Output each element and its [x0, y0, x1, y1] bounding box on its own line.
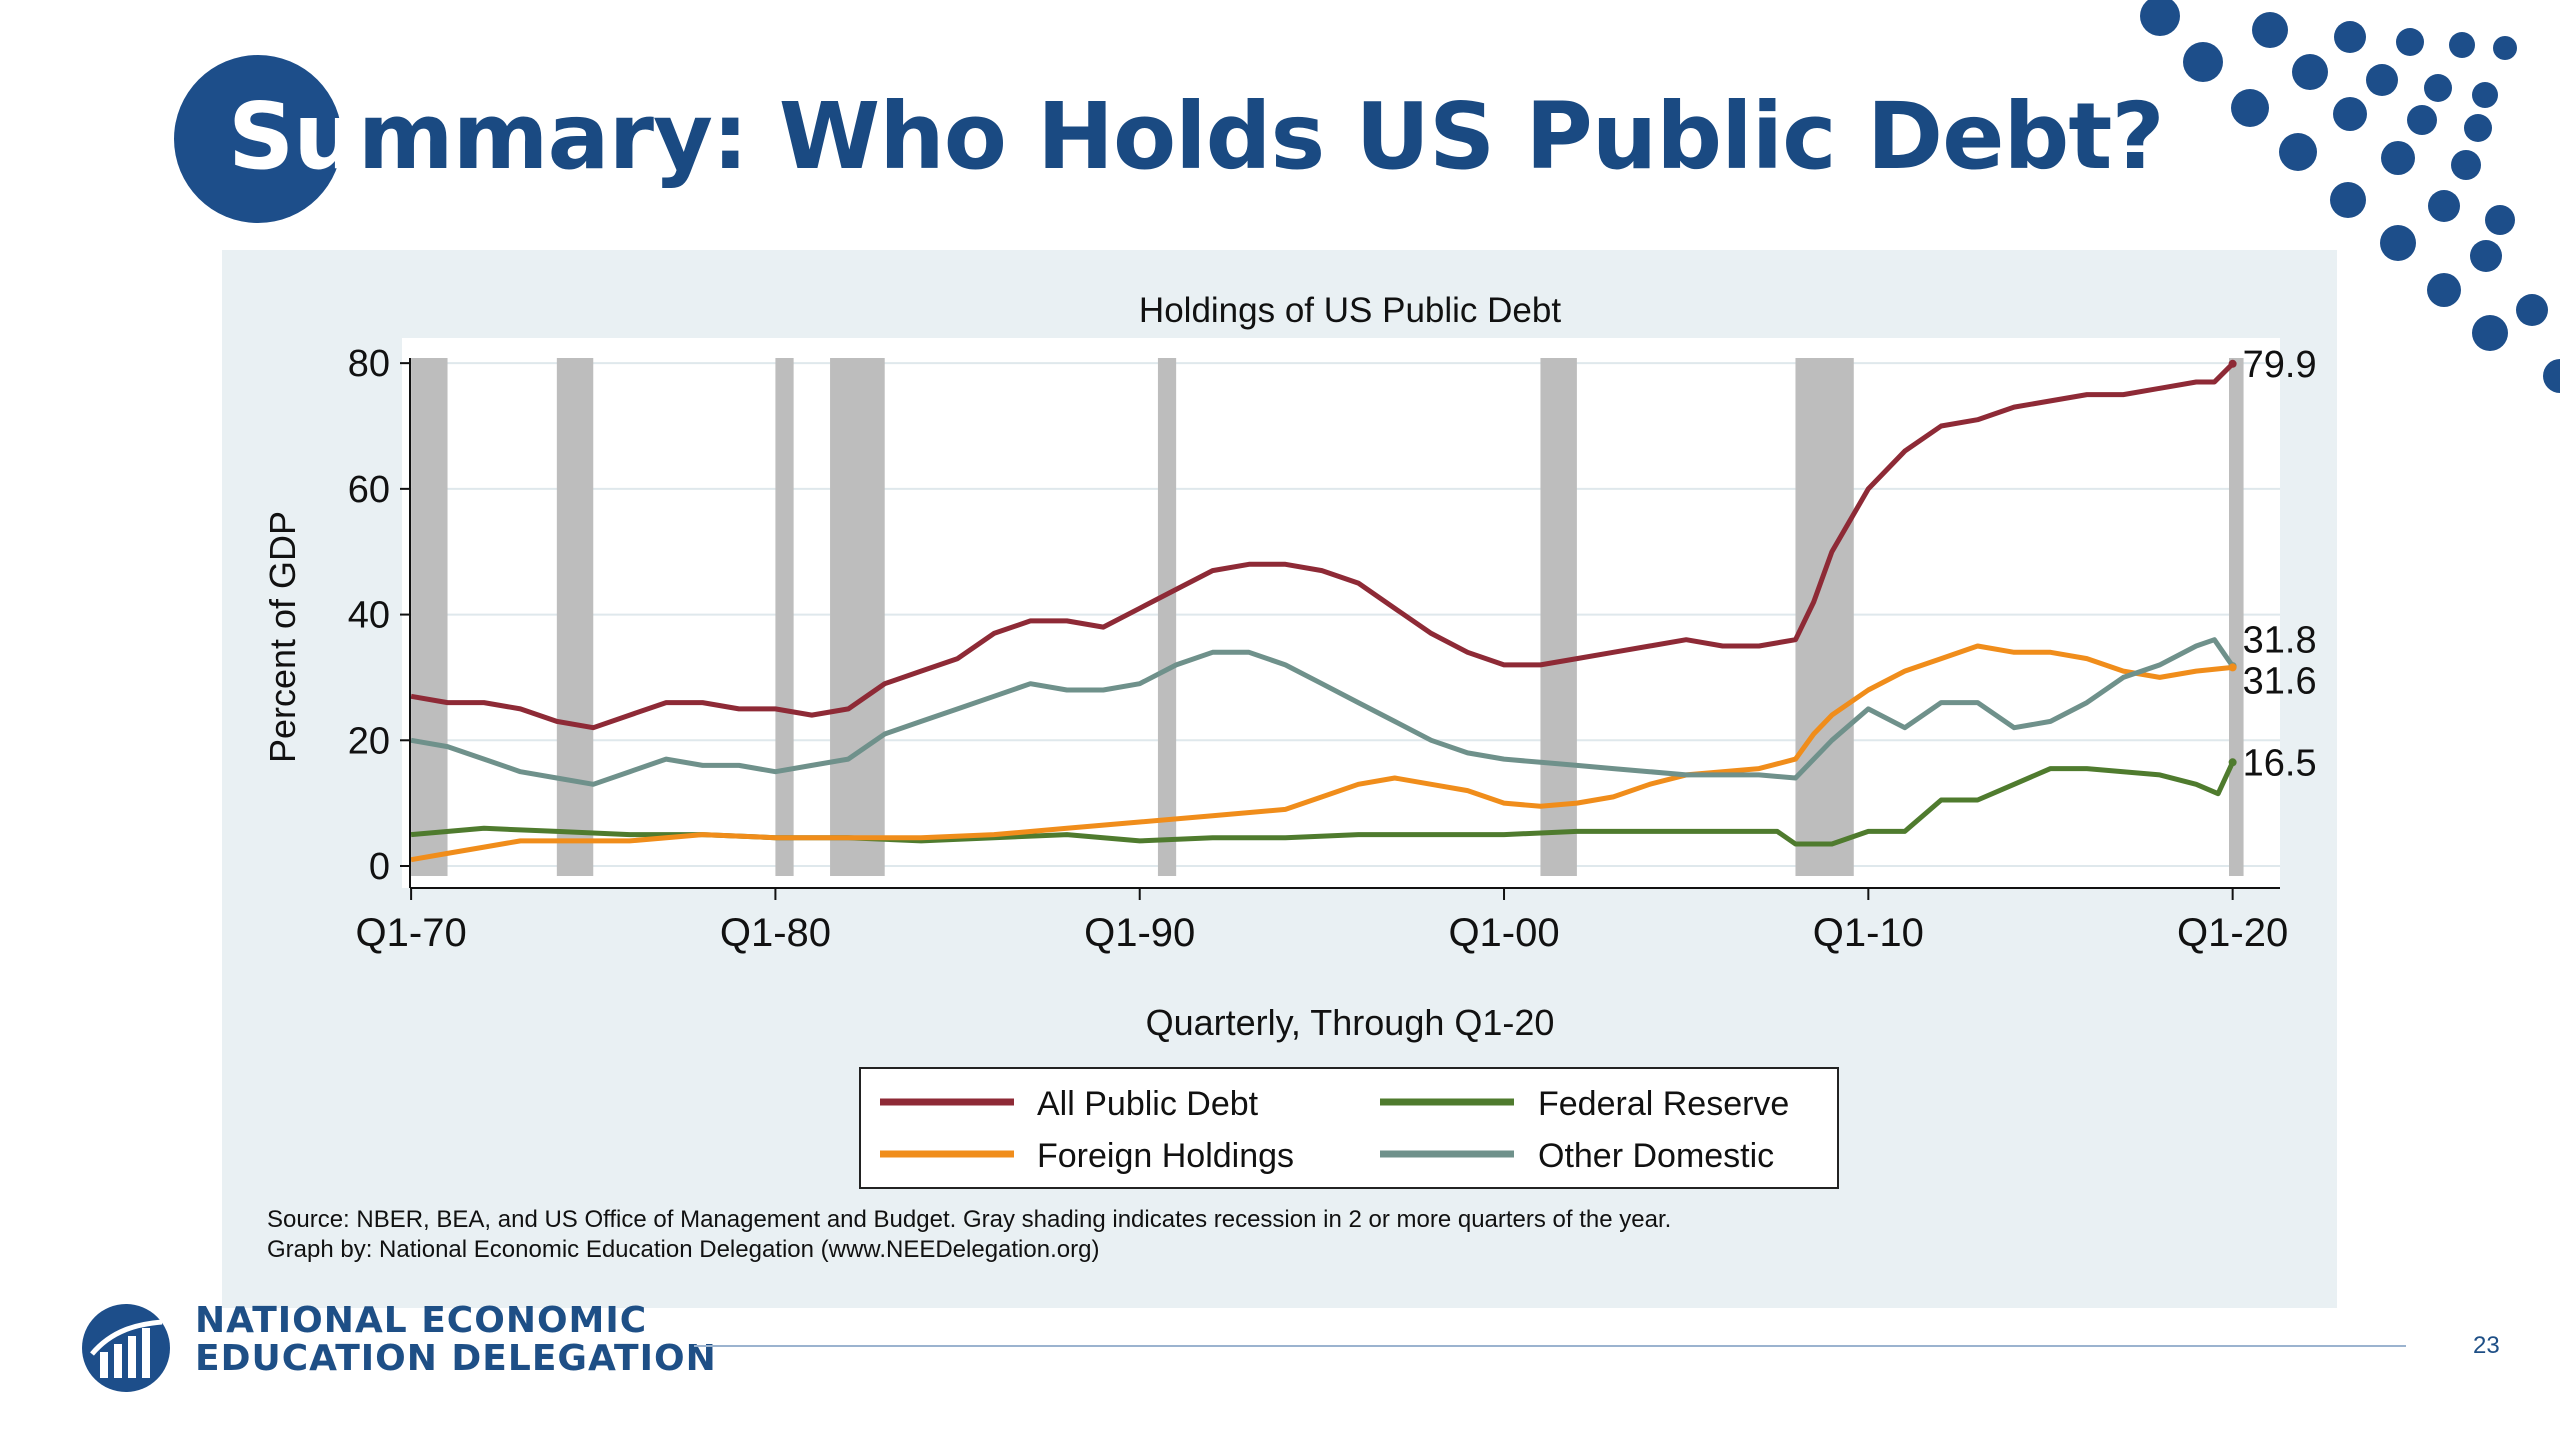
footer-divider [694, 1345, 2406, 1347]
organization-name-line2: EDUCATION DELEGATION [195, 1338, 717, 1379]
recession-band [2228, 358, 2244, 876]
decorative-dot [2381, 141, 2415, 175]
y-tick-label: 80 [348, 343, 390, 385]
end-marker [2228, 359, 2237, 368]
chart-legend: All Public Debt Federal Reserve Foreign … [859, 1067, 1839, 1189]
decorative-dot [2516, 294, 2548, 326]
decorative-dot [2292, 54, 2328, 90]
decorative-dot [2333, 97, 2367, 131]
chart-panel: Holdings of US Public Debt 0 20 40 60 80 Q1-7… [222, 250, 2337, 1308]
recession-band [1540, 358, 1577, 876]
legend-box [859, 1067, 1839, 1189]
end-marker [2228, 663, 2237, 672]
recession-band [1157, 358, 1177, 876]
decorative-dot [2231, 89, 2269, 127]
decorative-dot [2485, 205, 2515, 235]
slide-title: Summary: Who Holds US Public Debt? [228, 72, 2165, 202]
x-tick-label: Q1-10 [1813, 911, 1924, 955]
decorative-dot [2449, 32, 2475, 58]
decorative-dot [2366, 64, 2398, 96]
decorative-dot [2140, 0, 2180, 36]
y-tick-label: 20 [348, 720, 390, 762]
x-tick-label: Q1-90 [1084, 911, 1195, 955]
y-tick-label: 0 [369, 846, 390, 888]
slide-title-lead: Su [228, 83, 359, 190]
legend-label-federal-reserve: Federal Reserve [1538, 1085, 1789, 1123]
slide-title-rest: mmary: Who Holds US Public Debt? [357, 83, 2165, 190]
plot-area [402, 338, 2280, 888]
decorative-dot [2424, 74, 2452, 102]
graph-credit: Graph by: National Economic Education De… [267, 1236, 1099, 1263]
series-lines [410, 362, 2235, 863]
recession-band [411, 358, 448, 876]
end-value-label: 79.9 [2243, 344, 2317, 386]
recession-band [775, 358, 794, 876]
series-line-foreign-holdings [410, 643, 2233, 863]
legend-label-all-public-debt: All Public Debt [1037, 1085, 1259, 1123]
x-tick-label: Q1-80 [720, 911, 831, 955]
organization-name-line1: NATIONAL ECONOMIC [195, 1300, 648, 1341]
y-tick-label: 60 [348, 469, 390, 511]
organization-name: NATIONAL ECONOMIC EDUCATION DELEGATION [195, 1302, 717, 1378]
grid-lines [402, 362, 2280, 867]
decorative-dot [2334, 21, 2366, 53]
legend-label-other-domestic: Other Domestic [1538, 1137, 1774, 1175]
decorative-dot [2470, 240, 2502, 272]
need-logo-icon [82, 1304, 170, 1392]
recession-band [556, 358, 594, 876]
chart-title: Holdings of US Public Debt [1139, 291, 1561, 330]
end-value-labels: 79.9 31.831.6 16.5 [2228, 344, 2317, 784]
decorative-dot [2428, 190, 2460, 222]
x-tick-label: Q1-00 [1448, 911, 1559, 955]
debt-holdings-chart: Holdings of US Public Debt 0 20 40 60 80 Q1-7… [262, 291, 2317, 1263]
end-value-label: 31.6 [2243, 661, 2317, 703]
page-number: 23 [2473, 1332, 2500, 1359]
decorative-dot [2451, 150, 2481, 180]
end-value-label: 16.5 [2243, 742, 2317, 784]
source-note: Source: NBER, BEA, and US Office of Mana… [267, 1206, 1671, 1233]
decorative-dot [2472, 82, 2498, 108]
decorative-dot [2183, 42, 2223, 82]
end-value-label: 31.8 [2243, 620, 2317, 662]
decorative-dot [2493, 36, 2517, 60]
decorative-dot [2330, 182, 2366, 218]
recession-shading [411, 358, 2244, 876]
axes: 0 20 40 60 80 Q1-70 Q1-80 Q1-90 Q1-00 Q1-10 Q1-20 [348, 343, 2289, 955]
decorative-dot [2252, 12, 2288, 48]
recession-band [830, 358, 885, 876]
decorative-dot [2464, 114, 2492, 142]
decorative-dot [2380, 225, 2416, 261]
y-tick-label: 40 [348, 595, 390, 637]
series-line-all-public-debt [410, 362, 2235, 731]
decorative-dot [2396, 28, 2424, 56]
x-axis-title: Quarterly, Through Q1-20 [1146, 1002, 1555, 1043]
series-line-other-domestic [410, 637, 2235, 787]
decorative-dot [2407, 105, 2437, 135]
decorative-dot [2472, 315, 2508, 351]
title-circle-accent [174, 55, 342, 223]
end-marker [2228, 758, 2237, 767]
decorative-dot [2427, 273, 2461, 307]
decorative-dot [2543, 359, 2560, 393]
y-axis-title: Percent of GDP [262, 511, 303, 763]
decorative-dot [2279, 133, 2317, 171]
x-tick-label: Q1-20 [2177, 911, 2288, 955]
x-tick-label: Q1-70 [356, 911, 467, 955]
decorative-dot-pattern [2140, 0, 2560, 393]
legend-label-foreign-holdings: Foreign Holdings [1037, 1137, 1294, 1175]
